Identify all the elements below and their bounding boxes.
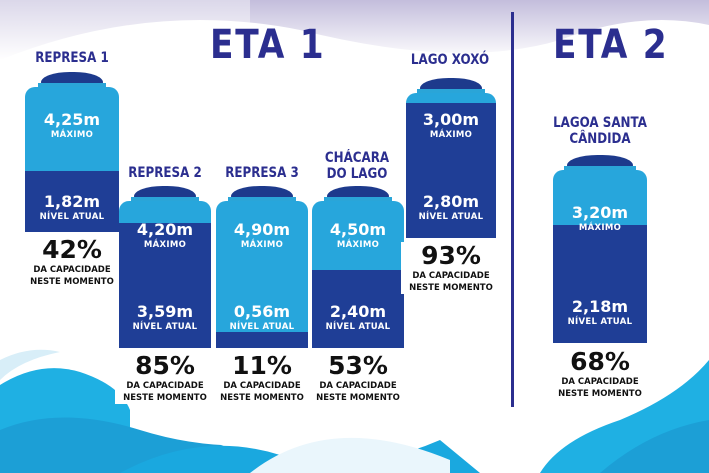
- tank-lagoa-santa-candida: 3,20m MÁXIMO 2,18m NÍVEL ATUAL: [553, 155, 647, 343]
- reservoir-name-represa-2: REPRESA 2: [128, 165, 202, 181]
- reservoir-name-line-2: CÂNDIDA: [569, 131, 631, 147]
- tank-neck: [131, 197, 199, 203]
- percent-value: 42%: [42, 235, 102, 264]
- level-value: 1,82m NÍVEL ATUAL: [39, 192, 105, 222]
- reservoir-name-represa-3: REPRESA 3: [225, 165, 299, 181]
- water-level: [25, 171, 119, 232]
- percent-box-represa-1: 42% DA CAPACIDADE NESTE MOMENTO: [22, 236, 122, 288]
- tank-cap: [134, 186, 196, 200]
- tank-lago-xoxo: 3,00m MÁXIMO 2,80m NÍVEL ATUAL: [406, 78, 496, 238]
- percent-box-lago-xoxo: 93% DA CAPACIDADE NESTE MOMENTO: [401, 242, 501, 294]
- tank-cap: [420, 78, 482, 92]
- reservoir-name-lago-xoxo: LAGO XOXÓ: [410, 52, 490, 68]
- tank-body: [553, 170, 647, 343]
- reservoir-name-chacara-do-lago: CHÁCARA DO LAGO: [315, 150, 400, 182]
- tank-cap: [327, 186, 389, 200]
- percent-label-2: NESTE MOMENTO: [123, 393, 207, 403]
- reservoir-name-line-2: DO LAGO: [326, 166, 388, 182]
- tank-neck: [324, 197, 392, 203]
- max-value: 4,50m MÁXIMO: [329, 220, 387, 250]
- tank-cap: [567, 155, 633, 169]
- water-level: [553, 225, 647, 343]
- water-level: [312, 270, 404, 348]
- max-value: 3,00m MÁXIMO: [422, 110, 480, 140]
- max-value: 4,20m MÁXIMO: [136, 220, 194, 250]
- tank-body: [216, 201, 308, 348]
- max-value: 4,90m MÁXIMO: [233, 220, 291, 250]
- tank-body: [25, 87, 119, 232]
- percent-label-1: DA CAPACIDADE: [561, 377, 639, 387]
- level-value: 2,40m NÍVEL ATUAL: [325, 302, 391, 332]
- tank-body: [119, 201, 211, 348]
- percent-label-2: NESTE MOMENTO: [316, 393, 400, 403]
- percent-label-1: DA CAPACIDADE: [223, 381, 301, 391]
- tank-represa-2: 4,20m MÁXIMO 3,59m NÍVEL ATUAL: [119, 186, 211, 348]
- water-level: [406, 103, 496, 238]
- percent-label-1: DA CAPACIDADE: [126, 381, 204, 391]
- eta2-title: ETA 2: [553, 22, 669, 68]
- percent-box-chacara-do-lago: 53% DA CAPACIDADE NESTE MOMENTO: [308, 352, 408, 404]
- tank-neck: [417, 89, 485, 95]
- tank-represa-3: 4,90m MÁXIMO 0,56m NÍVEL ATUAL: [216, 186, 308, 348]
- reservoir-name-line-1: LAGOA SANTA: [553, 115, 647, 131]
- percent-label-2: NESTE MOMENTO: [220, 393, 304, 403]
- percent-label-2: NESTE MOMENTO: [409, 283, 493, 293]
- tank-represa-1: 4,25m MÁXIMO 1,82m NÍVEL ATUAL: [25, 72, 119, 232]
- level-value: 2,18m NÍVEL ATUAL: [567, 297, 633, 327]
- level-value: 0,56m NÍVEL ATUAL: [229, 302, 295, 332]
- tank-neck: [564, 166, 636, 172]
- tank-body: [406, 93, 496, 238]
- water-level: [216, 331, 308, 348]
- percent-value: 68%: [570, 347, 630, 376]
- percent-label-1: DA CAPACIDADE: [33, 265, 111, 275]
- tank-chacara-do-lago: 4,50m MÁXIMO 2,40m NÍVEL ATUAL: [312, 186, 404, 348]
- tank-neck: [38, 83, 106, 89]
- reservoir-name-represa-1: REPRESA 1: [35, 50, 109, 66]
- percent-value: 53%: [328, 351, 388, 380]
- percent-label-2: NESTE MOMENTO: [30, 277, 114, 287]
- percent-label-1: DA CAPACIDADE: [412, 271, 490, 281]
- percent-box-represa-3: 11% DA CAPACIDADE NESTE MOMENTO: [212, 352, 312, 404]
- percent-label-2: NESTE MOMENTO: [558, 389, 642, 399]
- percent-label-1: DA CAPACIDADE: [319, 381, 397, 391]
- level-value: 3,59m NÍVEL ATUAL: [132, 302, 198, 332]
- percent-value: 11%: [232, 351, 292, 380]
- max-value: 4,25m MÁXIMO: [43, 110, 101, 140]
- section-divider: [511, 12, 514, 407]
- tank-cap: [41, 72, 103, 86]
- max-value: 3,20m MÁXIMO: [571, 203, 629, 233]
- level-value: 2,80m NÍVEL ATUAL: [418, 192, 484, 222]
- reservoir-name-lagoa-santa-candida: LAGOA SANTA CÂNDIDA: [547, 115, 652, 147]
- percent-box-lagoa-santa-candida: 68% DA CAPACIDADE NESTE MOMENTO: [550, 348, 650, 400]
- tank-cap: [231, 186, 293, 200]
- percent-value: 85%: [135, 351, 195, 380]
- eta1-title: ETA 1: [210, 22, 326, 68]
- water-level: [119, 223, 211, 348]
- reservoir-name-line-1: CHÁCARA: [324, 150, 390, 166]
- percent-value: 93%: [421, 241, 481, 270]
- tank-neck: [228, 197, 296, 203]
- tank-body: [312, 201, 404, 348]
- percent-box-represa-2: 85% DA CAPACIDADE NESTE MOMENTO: [115, 352, 215, 404]
